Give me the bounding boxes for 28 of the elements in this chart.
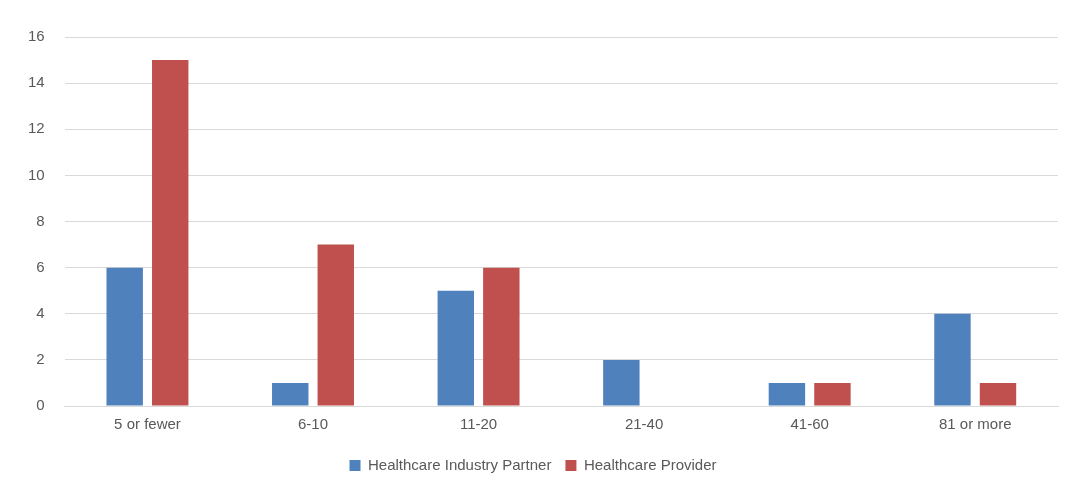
y-tick-label: 2 — [36, 350, 45, 368]
bar — [934, 313, 971, 406]
bar — [272, 382, 309, 406]
bar — [603, 359, 640, 406]
y-tick-label: 10 — [28, 165, 45, 183]
x-tick-label: 6-10 — [298, 415, 329, 433]
bar — [814, 382, 851, 406]
legend-label: Healthcare Industry Partner — [368, 455, 552, 473]
x-tick-label: 81 or more — [938, 415, 1012, 433]
y-tick-label: 4 — [36, 303, 45, 321]
x-tick-label: 5 or fewer — [114, 415, 181, 433]
y-tick-label: 0 — [36, 396, 45, 414]
y-tick-label: 14 — [28, 73, 45, 91]
bar — [106, 267, 143, 406]
bar — [152, 60, 189, 406]
y-tick-label: 6 — [36, 257, 45, 275]
x-tick-label: 21-40 — [624, 415, 664, 433]
y-tick-label: 16 — [28, 27, 45, 45]
y-tick-label: 12 — [28, 119, 45, 137]
bar — [317, 244, 354, 406]
bar — [979, 382, 1017, 406]
legend-label: Healthcare Provider — [583, 455, 717, 473]
bar — [437, 290, 475, 406]
bar — [768, 382, 806, 406]
x-tick-label: 11-20 — [459, 415, 498, 433]
y-tick-label: 8 — [36, 211, 45, 229]
bar — [483, 267, 520, 406]
x-tick-label: 41-60 — [790, 415, 829, 433]
